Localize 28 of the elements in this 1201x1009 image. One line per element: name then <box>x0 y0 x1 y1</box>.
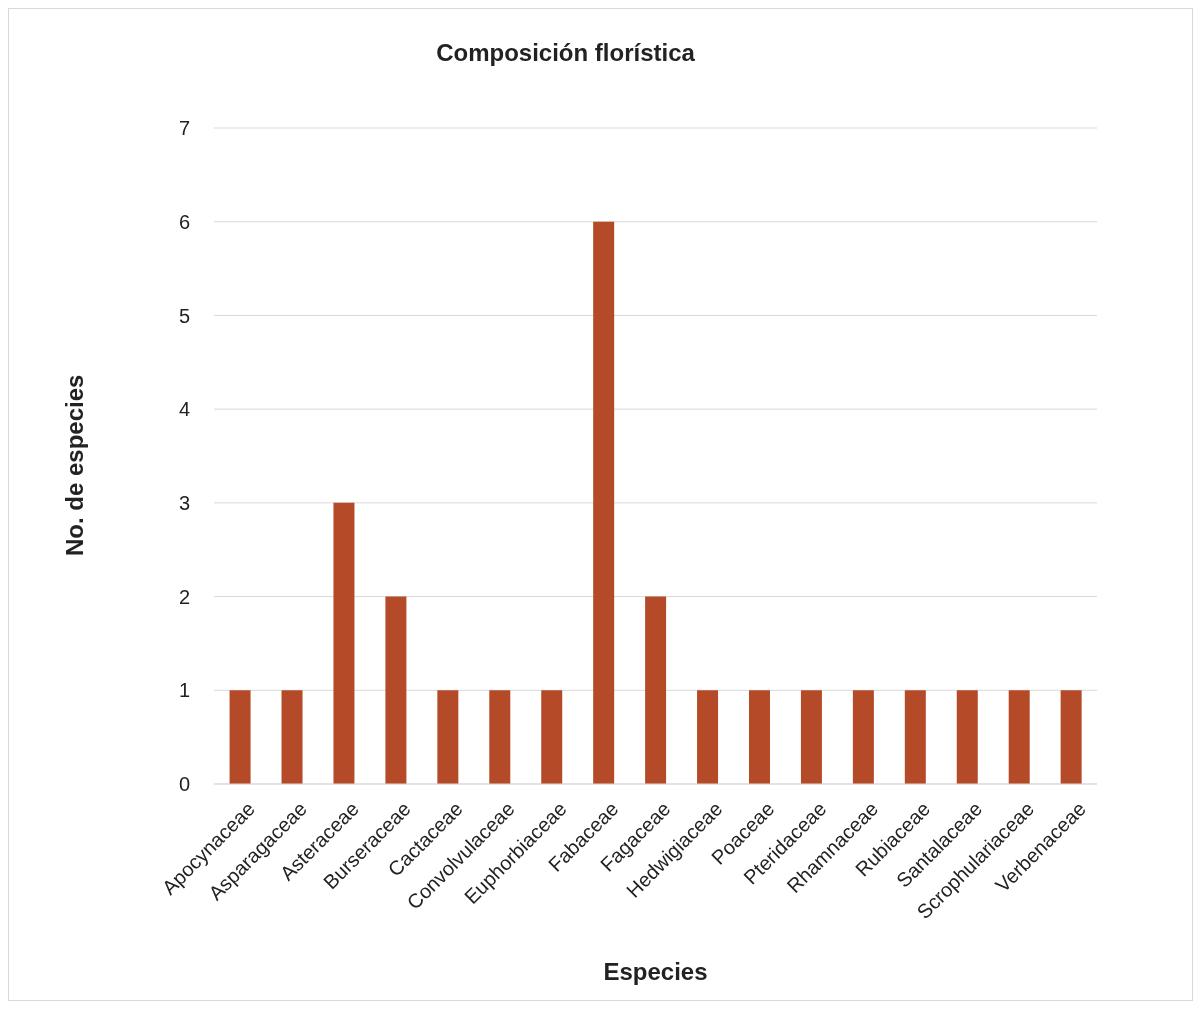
y-tick-label: 7 <box>178 117 190 140</box>
bar <box>748 690 770 784</box>
y-tick-label: 4 <box>178 398 190 421</box>
y-tick-label: 5 <box>178 304 190 327</box>
y-tick-label: 2 <box>178 585 190 608</box>
bar <box>437 690 459 784</box>
bar <box>1060 690 1082 784</box>
chart-title: Composición florística <box>435 39 696 67</box>
bar <box>1008 690 1030 784</box>
bar <box>956 690 978 784</box>
bar <box>800 690 822 784</box>
bar <box>593 221 615 784</box>
bar <box>333 502 355 784</box>
bar <box>229 690 251 784</box>
bar <box>385 596 407 784</box>
bar <box>281 690 303 784</box>
y-tick-label: 0 <box>178 773 190 796</box>
bar <box>541 690 563 784</box>
y-tick-label: 1 <box>178 679 190 702</box>
bar <box>852 690 874 784</box>
x-axis-title: Especies <box>603 958 708 985</box>
bar <box>645 596 667 784</box>
y-tick-label: 6 <box>178 210 190 233</box>
y-tick-label: 3 <box>178 491 190 514</box>
bar <box>697 690 719 784</box>
bar <box>489 690 511 784</box>
bar <box>904 690 926 784</box>
y-axis-title: No. de especies <box>60 374 88 556</box>
